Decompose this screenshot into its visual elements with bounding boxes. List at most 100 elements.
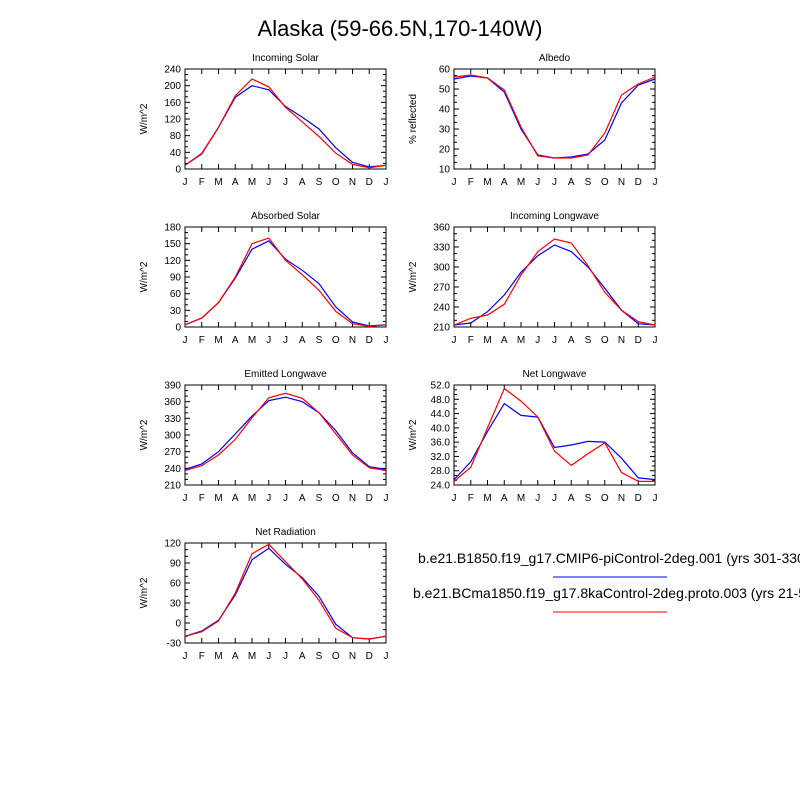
y-tick-label: 120 <box>164 256 181 267</box>
y-tick-label: 120 <box>164 539 181 550</box>
y-tick-label: 360 <box>433 223 450 234</box>
plot-frame <box>453 68 656 170</box>
x-tick-label: O <box>332 493 340 504</box>
y-tick-label: 40.0 <box>431 423 451 434</box>
x-tick-label: M <box>517 493 525 504</box>
y-tick-label: 20 <box>439 145 451 156</box>
x-tick-label: J <box>552 493 557 504</box>
series-line-red <box>184 237 387 328</box>
x-tick-label: D <box>366 177 373 188</box>
y-axis-label: % reflected <box>408 94 419 144</box>
x-tick-label: N <box>349 493 356 504</box>
series-line-red <box>453 238 656 326</box>
y-tick-label: 150 <box>164 239 181 250</box>
y-tick-label: 240 <box>164 65 181 76</box>
x-tick-label: J <box>283 493 288 504</box>
x-tick-label: J <box>452 335 457 346</box>
x-tick-label: A <box>299 335 306 346</box>
x-tick-label: M <box>214 493 222 504</box>
panel-5: Emitted Longwave 210 240 270 300 330 360 390 W/m… <box>139 369 389 504</box>
x-tick-label: A <box>568 177 575 188</box>
x-tick-label: J <box>452 493 457 504</box>
plot-frame <box>184 542 387 644</box>
x-tick-label: F <box>468 335 474 346</box>
x-tick-label: D <box>366 493 373 504</box>
panel-title: Net Radiation <box>255 527 316 538</box>
x-tick-label: S <box>585 493 592 504</box>
x-tick-label: J <box>384 493 389 504</box>
x-tick-label: S <box>316 335 323 346</box>
x-tick-label: O <box>601 335 609 346</box>
x-tick-label: M <box>248 177 256 188</box>
x-tick-label: N <box>349 335 356 346</box>
y-tick-label: 40 <box>170 148 182 159</box>
x-tick-label: J <box>283 651 288 662</box>
x-tick-label: A <box>299 177 306 188</box>
y-axis-label: W/m^2 <box>139 419 150 450</box>
x-tick-label: M <box>248 651 256 662</box>
legend-label-2: b.e21.BCma1850.f19_g17.8kaControl-2deg.p… <box>413 585 800 601</box>
x-tick-label: J <box>266 651 271 662</box>
y-tick-label: 180 <box>164 223 181 234</box>
legend: b.e21.B1850.f19_g17.CMIP6-piControl-2deg… <box>413 550 800 613</box>
x-tick-label: J <box>653 335 658 346</box>
y-tick-label: 0 <box>175 619 181 630</box>
series-line-blue <box>184 240 387 327</box>
x-tick-label: J <box>183 177 188 188</box>
y-tick-label: 40 <box>439 105 451 116</box>
panel-6: Net Longwave 24.0 28.0 32.0 36.0 40.0 44.0 48.0… <box>408 369 658 504</box>
y-axis-label: W/m^2 <box>139 261 150 292</box>
x-tick-label: D <box>366 651 373 662</box>
y-tick-label: 32.0 <box>431 452 451 463</box>
x-tick-label: M <box>214 335 222 346</box>
x-tick-label: D <box>635 493 642 504</box>
x-tick-label: A <box>501 493 508 504</box>
x-tick-label: A <box>299 493 306 504</box>
x-tick-label: M <box>248 493 256 504</box>
x-tick-label: F <box>468 177 474 188</box>
x-tick-label: M <box>214 177 222 188</box>
x-tick-label: O <box>332 335 340 346</box>
y-tick-label: 52.0 <box>431 381 451 392</box>
x-tick-label: N <box>349 177 356 188</box>
x-tick-label: J <box>183 493 188 504</box>
x-tick-label: A <box>232 335 239 346</box>
plot-frame <box>184 68 387 170</box>
x-tick-label: J <box>653 177 658 188</box>
x-tick-label: A <box>232 177 239 188</box>
y-tick-label: 44.0 <box>431 409 451 420</box>
x-tick-label: A <box>501 335 508 346</box>
y-tick-label: 50 <box>439 85 451 96</box>
x-tick-label: O <box>332 177 340 188</box>
x-tick-label: F <box>199 335 205 346</box>
series-line-red <box>184 78 387 169</box>
x-tick-label: J <box>183 335 188 346</box>
x-tick-label: J <box>552 177 557 188</box>
series-line-red <box>184 543 387 640</box>
y-tick-label: 270 <box>164 447 181 458</box>
x-tick-label: J <box>535 493 540 504</box>
plot-frame <box>184 226 387 328</box>
x-tick-label: O <box>601 177 609 188</box>
x-tick-label: S <box>316 177 323 188</box>
y-tick-label: 80 <box>170 131 182 142</box>
x-tick-label: M <box>214 651 222 662</box>
y-tick-label: 390 <box>164 381 181 392</box>
x-tick-label: S <box>316 651 323 662</box>
x-tick-label: M <box>483 177 491 188</box>
y-tick-label: 330 <box>164 414 181 425</box>
x-tick-label: S <box>585 335 592 346</box>
y-tick-label: 300 <box>164 431 181 442</box>
y-tick-label: 28.0 <box>431 466 451 477</box>
panel-title: Incoming Solar <box>252 53 319 64</box>
x-tick-label: S <box>316 493 323 504</box>
y-tick-label: 24.0 <box>431 481 451 492</box>
y-tick-label: 210 <box>433 323 450 334</box>
x-tick-label: F <box>199 651 205 662</box>
y-axis-label: W/m^2 <box>139 577 150 608</box>
panel-title: Albedo <box>539 53 571 64</box>
y-tick-label: 60 <box>170 579 182 590</box>
y-tick-label: 210 <box>164 481 181 492</box>
